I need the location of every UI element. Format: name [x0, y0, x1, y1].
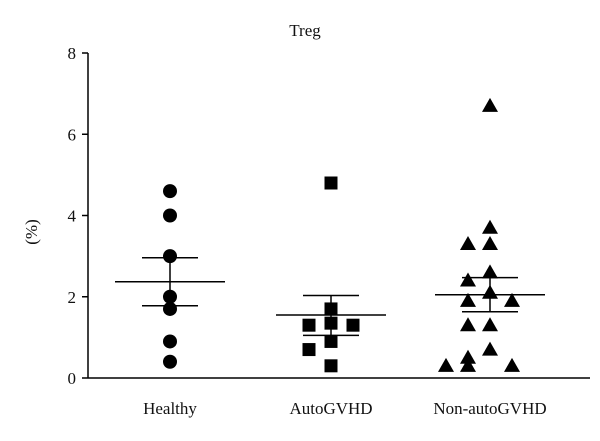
- data-point: [460, 292, 476, 307]
- data-point: [163, 249, 177, 264]
- data-point: [460, 235, 476, 250]
- data-point: [324, 316, 338, 330]
- data-point: [460, 317, 476, 332]
- data-point: [163, 184, 177, 199]
- category-labels: Healthy AutoGVHD Non-autoGVHD: [143, 399, 547, 418]
- data-point: [482, 284, 498, 299]
- data-point: [163, 334, 177, 349]
- data-point: [460, 272, 476, 287]
- category-label: Non-autoGVHD: [433, 399, 546, 418]
- data-point: [163, 354, 177, 369]
- data-point: [346, 318, 360, 332]
- data-point: [482, 264, 498, 279]
- data-point: [324, 359, 338, 373]
- data-point: [482, 97, 498, 112]
- y-tick-label: 4: [68, 207, 77, 226]
- y-tick-label: 2: [68, 288, 77, 307]
- data-point: [324, 334, 338, 348]
- data-point: [504, 357, 520, 372]
- data-point: [482, 317, 498, 332]
- axes: 0 2 4 6 8: [68, 44, 590, 388]
- data-point: [324, 302, 338, 316]
- data-point: [482, 219, 498, 234]
- data-point: [460, 357, 476, 372]
- data-point: [504, 292, 520, 307]
- data-point: [163, 208, 177, 223]
- data-points: [163, 97, 520, 373]
- y-tick-label: 0: [68, 369, 77, 388]
- data-point: [163, 289, 177, 304]
- data-point: [460, 349, 476, 364]
- data-point: [482, 341, 498, 356]
- data-point: [302, 343, 316, 357]
- data-point: [302, 318, 316, 332]
- y-axis-label: (%): [22, 219, 41, 244]
- category-label: AutoGVHD: [289, 399, 372, 418]
- data-point: [482, 235, 498, 250]
- y-tick-label: 8: [68, 44, 77, 63]
- data-point: [163, 301, 177, 316]
- y-tick-label: 6: [68, 125, 77, 144]
- data-point: [438, 357, 454, 372]
- chart-title: Treg: [289, 21, 321, 40]
- category-label: Healthy: [143, 399, 197, 418]
- data-point: [324, 176, 338, 190]
